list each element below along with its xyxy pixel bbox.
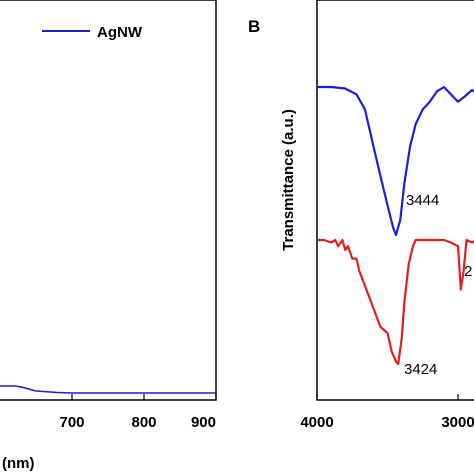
panel-b-x-tick-label: 4000 <box>300 414 333 431</box>
peak-label-3444: 3444 <box>406 192 439 209</box>
panel-a-x-tick-label: 700 <box>59 414 84 431</box>
panel-a-x-ticks: 700 800 900 <box>59 394 217 431</box>
series-line-agnw <box>0 385 216 394</box>
panel-a-x-tick-label: 800 <box>131 414 156 431</box>
panel-a-x-tick-label: 900 <box>191 414 216 431</box>
panel-a-x-axis-title: (nm) <box>2 455 35 472</box>
panel-a-series <box>0 385 216 394</box>
peak-label-3424: 3424 <box>404 361 437 378</box>
panel-b-label: B <box>248 17 260 36</box>
peak-label-cut: 2 <box>464 263 472 280</box>
panel-a: 700 800 900 AgNW (nm) <box>0 0 217 472</box>
panel-b-series <box>317 85 474 366</box>
panel-b-x-ticks: 4000 3000 <box>300 394 474 431</box>
legend-label-agnw: AgNW <box>97 24 143 41</box>
panel-b-x-tick-label: 3000 <box>441 414 474 431</box>
panel-b-y-axis-title: Transmittance (a.u.) <box>280 109 297 251</box>
panel-b: B Transmittance (a.u.) 4000 3000 3444 342… <box>248 0 474 431</box>
ftir-series-red <box>317 238 474 366</box>
ftir-series-blue <box>317 85 474 237</box>
panel-a-frame <box>0 0 217 401</box>
panel-b-frame <box>316 0 474 401</box>
panel-a-legend: AgNW <box>42 24 143 41</box>
